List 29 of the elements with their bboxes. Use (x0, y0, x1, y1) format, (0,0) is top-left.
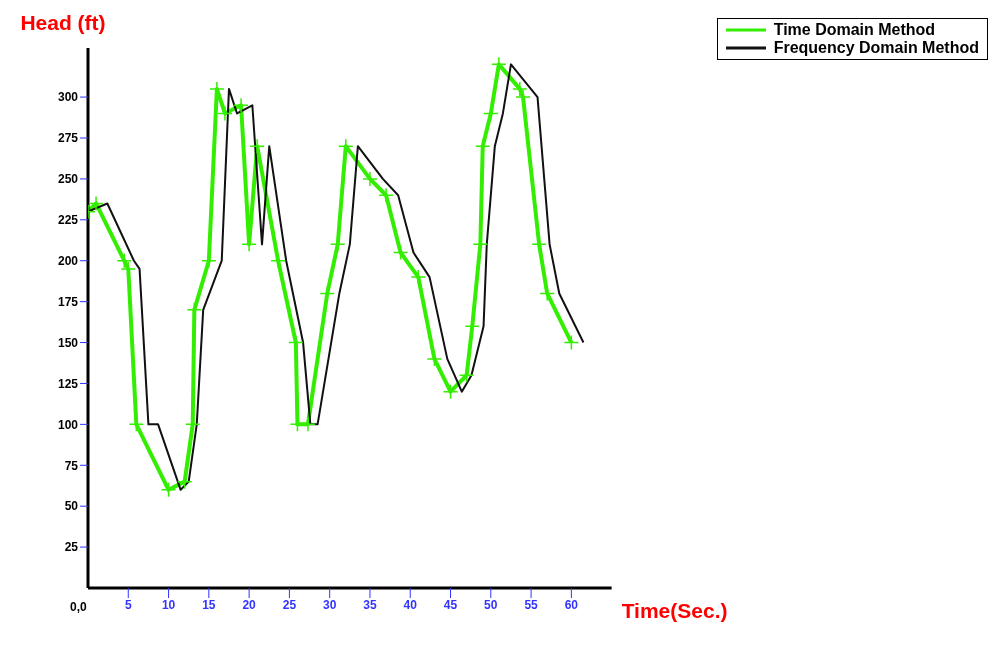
legend-label: Time Domain Method (773, 21, 936, 39)
y-tick-label: 275 (57, 131, 79, 146)
x-tick-label: 25 (282, 597, 297, 612)
y-tick-label: 250 (57, 172, 79, 187)
x-tick-label: 10 (161, 597, 176, 612)
legend-label: Frequency Domain Method (773, 39, 979, 57)
x-tick-label: 55 (524, 597, 539, 612)
y-tick-label: 175 (57, 294, 79, 309)
y-tick-label: 300 (57, 90, 79, 105)
x-axis-title: Time(Sec.) (621, 598, 728, 622)
x-tick-label: 35 (363, 597, 377, 612)
x-tick-label: 60 (564, 597, 579, 612)
y-tick-label: 75 (64, 458, 79, 473)
y-tick-label: 150 (57, 335, 79, 350)
y-tick-label: 25 (64, 540, 79, 555)
x-tick-label: 15 (202, 597, 216, 612)
y-axis-title: Head (ft) (20, 11, 106, 34)
x-tick-label: 20 (242, 597, 257, 612)
x-tick-label: 5 (124, 597, 132, 612)
y-tick-label: 50 (64, 499, 79, 514)
x-tick-label: 30 (323, 597, 337, 612)
y-tick-label: 100 (57, 417, 79, 432)
y-tick-label: 125 (57, 376, 79, 391)
y-tick-label: 200 (57, 253, 79, 268)
x-tick-label: 50 (484, 597, 498, 612)
text: 0,0 (70, 600, 87, 614)
x-tick-label: 45 (443, 597, 458, 612)
y-tick-label: 225 (57, 213, 79, 228)
x-tick-label: 40 (403, 597, 418, 612)
